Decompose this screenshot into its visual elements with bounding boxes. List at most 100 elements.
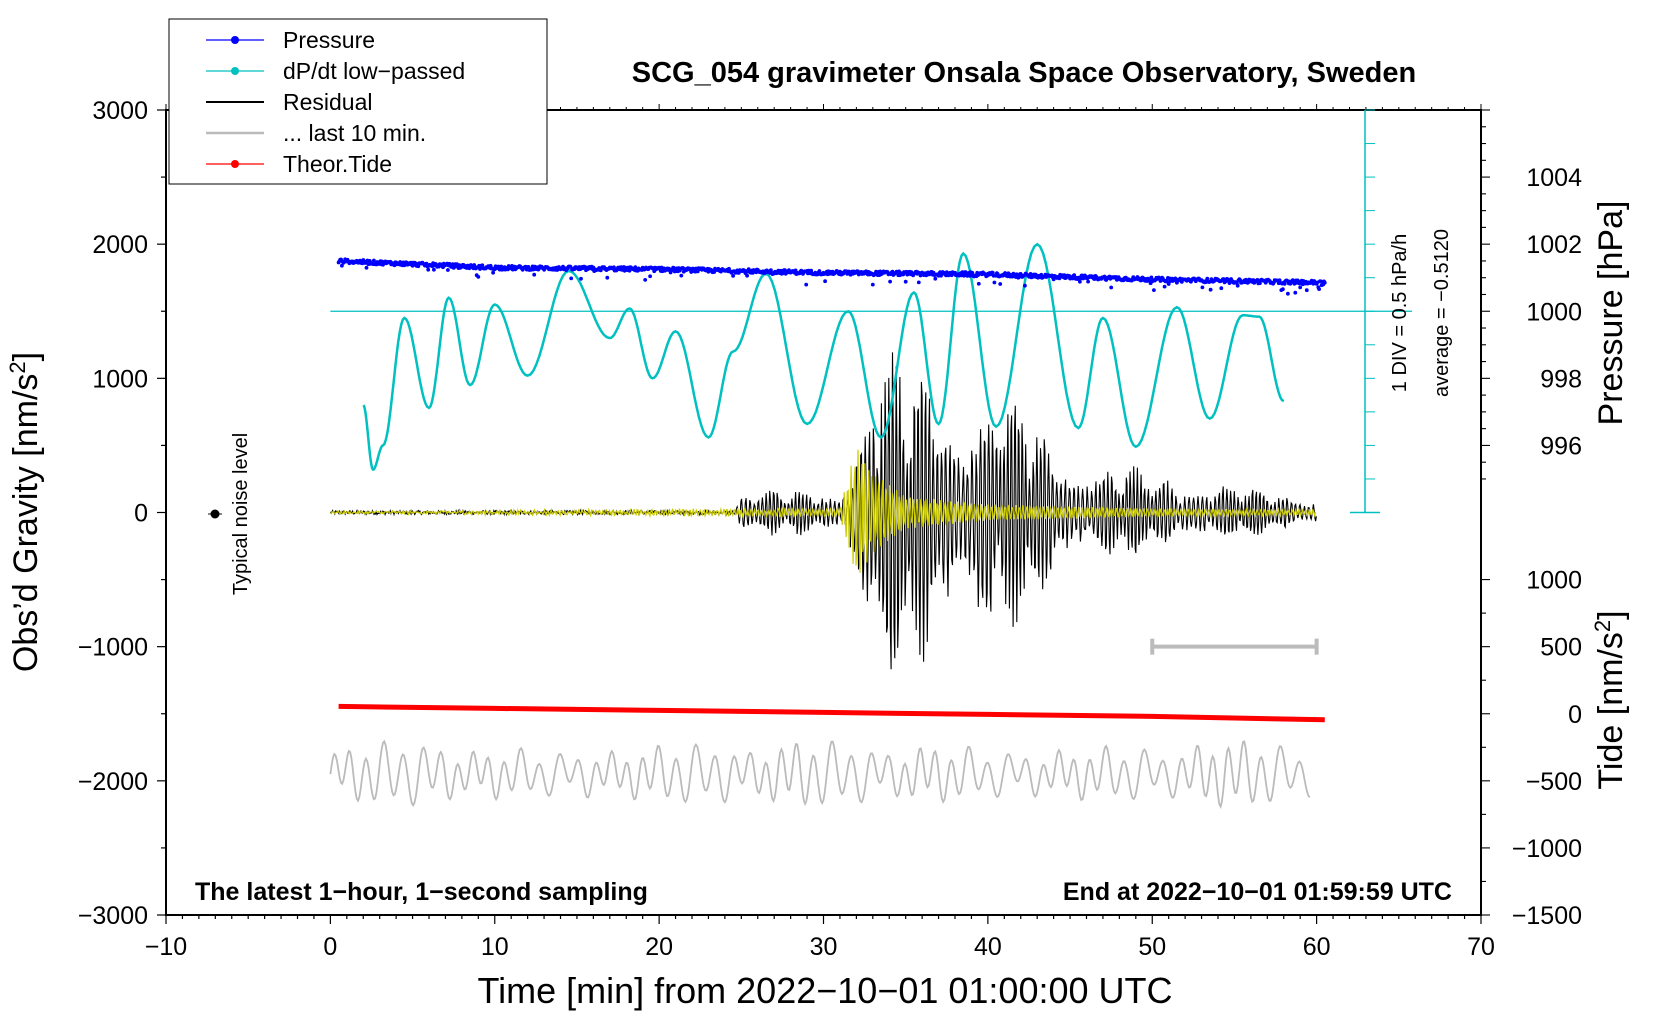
legend-item-pressure: Pressure <box>206 27 375 53</box>
legend-marker-pressure <box>231 36 239 44</box>
tide-tick-label: 500 <box>1540 634 1582 662</box>
last10min-series-line <box>329 739 1311 810</box>
y-left-tick-label: 0 <box>134 500 148 528</box>
pressure-tick-label: 1000 <box>1526 298 1582 326</box>
y-left-label-end: ] <box>7 352 45 361</box>
x-tick-label: 10 <box>481 933 509 961</box>
pressure-point <box>364 265 369 270</box>
pressure-point <box>1152 288 1156 292</box>
pressure-point <box>998 282 1003 286</box>
x-tick-label: 60 <box>1303 933 1331 961</box>
pressure-point <box>679 273 684 278</box>
pressure-point <box>1298 285 1303 290</box>
x-tick-label: 40 <box>974 933 1002 961</box>
y-left-axis-ticks: 3000 2000 1000 0 −1000 −2000 −3000 <box>78 97 166 930</box>
pressure-point <box>1219 286 1224 291</box>
pressure-point <box>970 270 975 275</box>
residual-filtered-series-line <box>330 449 1317 573</box>
pressure-point <box>992 280 997 285</box>
pressure-point <box>1322 280 1327 285</box>
pressure-tick-label: 998 <box>1540 365 1582 393</box>
x-axis-ticks: −10 0 10 20 30 40 50 60 70 <box>145 104 1495 961</box>
noise-level-label: Typical noise level <box>230 433 252 595</box>
pressure-point <box>398 260 403 264</box>
legend: Pressure dP/dt low−passed Residual ... l… <box>168 18 548 185</box>
x-tick-label: −10 <box>145 933 187 961</box>
pressure-tick-label: 1004 <box>1526 164 1582 192</box>
pressure-point <box>569 276 574 281</box>
pressure-axis-label: Pressure [hPa] <box>1592 201 1630 426</box>
tide-tick-label: −500 <box>1526 768 1582 796</box>
tide-tick-label: −1000 <box>1512 835 1582 863</box>
pressure-point <box>916 280 921 285</box>
pressure-point <box>532 272 537 277</box>
pressure-point <box>1109 285 1114 290</box>
pressure-point <box>648 274 652 279</box>
end-time-note: End at 2022−10−01 01:59:59 UTC <box>1063 878 1452 906</box>
pressure-point <box>990 270 995 275</box>
pressure-point <box>1293 290 1298 295</box>
y-left-axis-label: Obs’d Gravity [nm/s2] <box>5 352 46 672</box>
tide-label-end: ] <box>1592 610 1630 619</box>
pressure-tick-label: 996 <box>1540 432 1582 460</box>
pressure-point <box>416 264 421 269</box>
pressure-point <box>745 273 749 278</box>
pressure-point <box>1286 291 1290 296</box>
noise-level-marker <box>210 509 220 519</box>
tide-axis-ticks: 1000 500 0 −500 −1000 −1500 <box>1481 567 1582 930</box>
tide-label-main: Tide [nm/s <box>1592 632 1630 789</box>
pressure-series <box>336 257 1327 296</box>
tide-tick-label: 1000 <box>1526 567 1582 595</box>
pressure-point <box>478 267 482 271</box>
pressure-point <box>1072 273 1077 278</box>
y-left-tick-label: 2000 <box>92 231 148 259</box>
pressure-point <box>372 258 376 263</box>
pressure-point <box>1162 284 1167 289</box>
pressure-axis-ticks: 1004 1002 1000 998 996 <box>1481 109 1582 480</box>
pressure-point <box>432 267 436 272</box>
legend-item-last10: ... last 10 min. <box>206 120 426 146</box>
legend-item-tide: Theor.Tide <box>206 151 392 177</box>
legend-marker-tide <box>231 160 239 168</box>
ten-minute-bar <box>1150 638 1319 655</box>
legend-item-dpdt: dP/dt low−passed <box>206 58 465 84</box>
pressure-point <box>476 275 481 279</box>
pressure-point <box>870 282 875 287</box>
pressure-point <box>1205 276 1210 281</box>
pressure-point <box>410 263 415 268</box>
legend-label-last10: ... last 10 min. <box>283 120 426 146</box>
pressure-point <box>446 268 450 272</box>
legend-item-residual: Residual <box>206 89 373 115</box>
x-tick-label: 20 <box>645 933 673 961</box>
pressure-point <box>480 263 485 268</box>
pressure-point <box>804 282 809 287</box>
pressure-point <box>340 263 344 268</box>
x-axis-label: Time [min] from 2022−10−01 01:00:00 UTC <box>477 970 1172 1011</box>
scale-annotation-average: average = −0.5120 <box>1431 229 1453 397</box>
pressure-point <box>1078 279 1082 284</box>
sampling-note: The latest 1−hour, 1−second sampling <box>195 878 648 906</box>
tide-series-line <box>338 703 1325 723</box>
pressure-point <box>633 265 638 270</box>
pressure-point <box>976 281 981 286</box>
y-left-tick-label: −3000 <box>78 902 148 930</box>
legend-label-residual: Residual <box>283 89 373 115</box>
legend-label-dpdt: dP/dt low−passed <box>283 58 465 84</box>
legend-marker-dpdt <box>231 67 239 75</box>
pressure-point <box>605 275 610 280</box>
pressure-point <box>1317 287 1321 291</box>
pressure-point <box>731 274 735 278</box>
x-tick-label: 0 <box>323 933 337 961</box>
chart-title: SCG_054 gravimeter Onsala Space Observat… <box>632 57 1416 89</box>
tide-tick-label: 0 <box>1568 701 1582 729</box>
pressure-point <box>1086 279 1090 284</box>
pressure-point <box>1166 282 1171 286</box>
pressure-point <box>643 278 648 282</box>
pressure-point <box>1258 281 1262 286</box>
pressure-point <box>1200 285 1205 290</box>
tide-axis-label: Tide [nm/s2] <box>1590 610 1631 789</box>
y-left-tick-label: −2000 <box>78 768 148 796</box>
tide-tick-label: −1500 <box>1512 902 1582 930</box>
y-left-tick-label: −1000 <box>78 634 148 662</box>
